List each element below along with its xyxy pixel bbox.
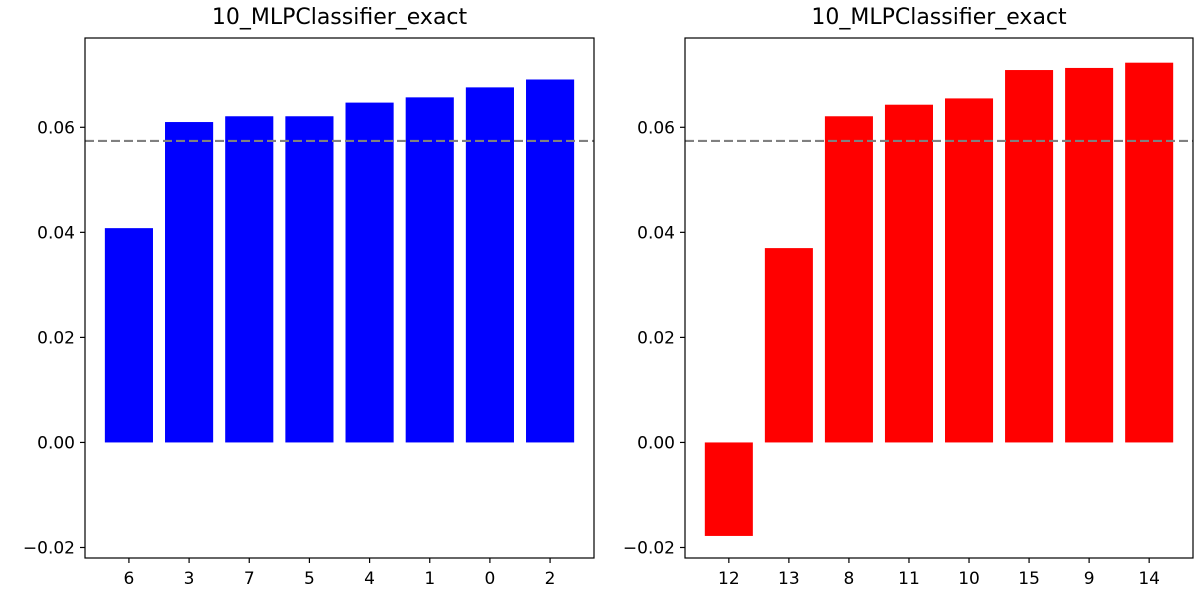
bar-4 [345, 102, 394, 443]
y-tick-label: 0.02 [637, 328, 675, 348]
bar-15 [1005, 70, 1054, 443]
axes-frame [684, 37, 1194, 559]
bar-0 [465, 87, 514, 443]
chart-title: 10_MLPClassifier_exact [212, 5, 468, 30]
x-tick-label: 14 [1138, 569, 1160, 589]
bar-10 [945, 98, 994, 443]
bar-7 [225, 116, 274, 443]
right-bar-chart: −0.02 0.00 0.02 0.04 0.06 12 13 8 11 10 15 9 14 10_ML… [623, 5, 1194, 589]
bar-12 [704, 442, 753, 536]
x-tick-label: 9 [1084, 569, 1095, 589]
bar-8 [824, 116, 873, 443]
x-tick-label: 15 [1018, 569, 1040, 589]
y-tick-label: 0.04 [37, 223, 75, 243]
x-tick-label: 13 [778, 569, 800, 589]
bar-3 [165, 122, 214, 443]
bar-9 [1065, 67, 1114, 443]
left-bar-chart: −0.02 0.00 0.02 0.04 0.06 6 3 7 5 4 1 0 2 10_MLPClass… [23, 5, 595, 589]
x-tick-label: 11 [898, 569, 920, 589]
x-tick-label: 5 [304, 569, 315, 589]
y-tick-label: −0.02 [23, 538, 75, 558]
x-tick-label: 8 [844, 569, 855, 589]
x-tick-label: 4 [364, 569, 375, 589]
y-tick-label: 0.04 [637, 223, 675, 243]
y-tick-label: −0.02 [623, 538, 675, 558]
x-tick-label: 10 [958, 569, 980, 589]
x-tick-label: 12 [718, 569, 740, 589]
bar-6 [104, 228, 153, 443]
y-tick-label: 0.02 [37, 328, 75, 348]
bar-2 [526, 79, 575, 443]
x-tick-label: 7 [244, 569, 255, 589]
x-tick-label: 3 [184, 569, 195, 589]
y-tick-label: 0.06 [37, 118, 75, 138]
chart-title: 10_MLPClassifier_exact [811, 5, 1067, 30]
y-tick-label: 0.00 [637, 433, 675, 453]
bar-14 [1125, 62, 1174, 443]
x-tick-label: 6 [124, 569, 135, 589]
y-tick-label: 0.00 [37, 433, 75, 453]
x-tick-label: 2 [545, 569, 556, 589]
bar-11 [884, 104, 933, 443]
bar-5 [285, 116, 334, 443]
bar-1 [405, 97, 454, 443]
y-tick-label: 0.06 [637, 118, 675, 138]
x-tick-label: 1 [424, 569, 435, 589]
bar-13 [764, 248, 813, 443]
axes-frame [84, 37, 595, 559]
x-tick-label: 0 [484, 569, 495, 589]
